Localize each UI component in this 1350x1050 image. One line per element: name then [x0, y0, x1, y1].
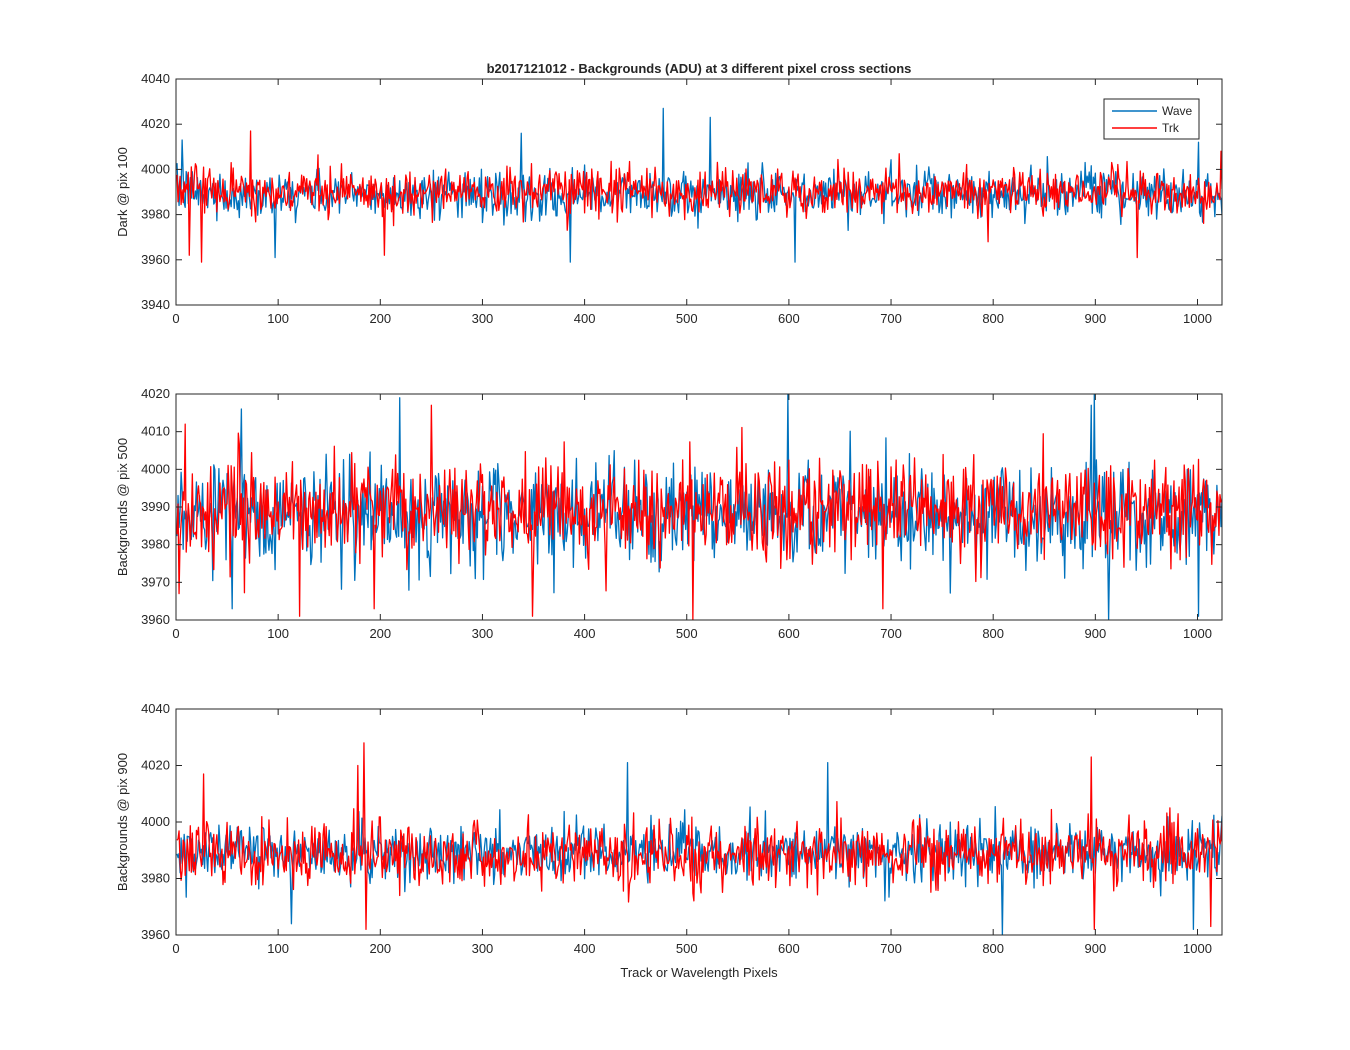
legend-label-trk: Trk: [1162, 121, 1180, 135]
y-tick-label: 3980: [141, 207, 170, 222]
x-tick-label: 800: [982, 941, 1004, 956]
y-axis-label: Backgrounds @ pix 500: [115, 438, 130, 576]
axes-box: [175, 78, 1223, 306]
x-tick-label: 0: [172, 311, 179, 326]
plot-area: [176, 709, 1222, 935]
y-tick-label: 4020: [141, 116, 170, 131]
panel-2: 0 100 200 300 400 500 600 700 800 900 1000 3960 3970…: [115, 386, 1223, 641]
x-tick-label: 200: [369, 941, 391, 956]
panel-3: 0 100 200 300 400 500 600 700 800 900 1000 3960 3980…: [115, 701, 1223, 956]
x-tick-label: 700: [880, 311, 902, 326]
x-tick-label: 1000: [1183, 941, 1212, 956]
y-tick-label: 3980: [141, 871, 170, 886]
x-tick-label: 100: [267, 941, 289, 956]
y-axis-label: Dark @ pix 100: [115, 147, 130, 237]
y-tick-label: 4020: [141, 386, 170, 401]
series-line-trk: [176, 742, 1222, 930]
x-tick-label: 100: [267, 311, 289, 326]
y-tick-label: 3960: [141, 927, 170, 942]
y-tick-label: 3960: [141, 252, 170, 267]
x-tick-label: 1000: [1183, 311, 1212, 326]
y-tick-label: 3990: [141, 499, 170, 514]
x-tick-label: 300: [472, 626, 494, 641]
x-tick-label: 200: [369, 311, 391, 326]
legend-label-wave: Wave: [1162, 104, 1193, 118]
x-tick-label: 800: [982, 626, 1004, 641]
series-group: [176, 107, 1222, 263]
x-tick-label: 600: [778, 311, 800, 326]
x-tick-label: 500: [676, 626, 698, 641]
y-tick-label: 3970: [141, 574, 170, 589]
x-tick-label: 100: [267, 626, 289, 641]
y-tick-label: 3980: [141, 537, 170, 552]
y-tick-label: 4000: [141, 161, 170, 176]
y-tick-label: 3960: [141, 612, 170, 627]
x-tick-label: 200: [369, 626, 391, 641]
x-tick-label: 400: [574, 311, 596, 326]
series-line-trk: [176, 130, 1222, 263]
x-tick-label: 400: [574, 941, 596, 956]
x-tick-label: 600: [778, 626, 800, 641]
y-tick-label: 4010: [141, 424, 170, 439]
y-tick-label: 4020: [141, 758, 170, 773]
x-tick-label: 300: [472, 941, 494, 956]
x-tick-label: 700: [880, 941, 902, 956]
chart-title: b2017121012 - Backgrounds (ADU) at 3 dif…: [487, 61, 912, 76]
x-tick-label: 500: [676, 941, 698, 956]
series-group: [176, 742, 1222, 935]
x-tick-label: 900: [1084, 941, 1106, 956]
y-tick-label: 3940: [141, 297, 170, 312]
x-axis-label: Track or Wavelength Pixels: [620, 965, 778, 980]
x-tick-label: 700: [880, 626, 902, 641]
y-axis-label: Backgrounds @ pix 900: [115, 753, 130, 891]
y-tick-label: 4000: [141, 461, 170, 476]
x-tick-label: 300: [472, 311, 494, 326]
legend-box: [1103, 98, 1200, 140]
x-tick-label: 800: [982, 311, 1004, 326]
series-group: [176, 394, 1222, 620]
x-tick-label: 400: [574, 626, 596, 641]
y-tick-label: 4040: [141, 701, 170, 716]
legend: Wave Trk: [1103, 98, 1200, 140]
x-tick-label: 600: [778, 941, 800, 956]
panels: 0 100 200 300 400 500 600 700 800 900 100039403960…: [115, 71, 1223, 956]
y-tick-label: 4040: [141, 71, 170, 86]
x-tick-label: 500: [676, 311, 698, 326]
x-tick-label: 1000: [1183, 626, 1212, 641]
panel-1: 0 100 200 300 400 500 600 700 800 900 1000 3940 3960…: [115, 71, 1223, 326]
x-tick-label: 0: [172, 626, 179, 641]
series-line-trk: [176, 404, 1222, 620]
y-tick-label: 4000: [141, 814, 170, 829]
x-tick-label: 0: [172, 941, 179, 956]
x-tick-label: 900: [1084, 311, 1106, 326]
x-tick-label: 900: [1084, 626, 1106, 641]
